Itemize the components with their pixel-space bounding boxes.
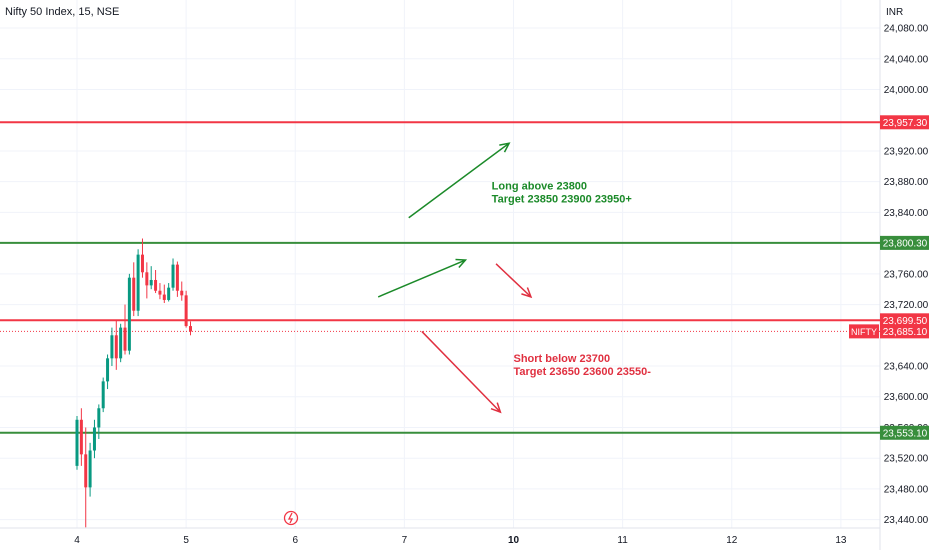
level-price-tag (880, 115, 929, 130)
candle-body (167, 287, 171, 300)
y-tick-label: 23,720.00 (884, 300, 929, 311)
x-tick-label: 4 (74, 535, 80, 546)
candle-body (110, 335, 114, 359)
candle-body (158, 290, 162, 295)
y-tick-label: 23,880.00 (884, 177, 929, 188)
x-tick-label: 6 (292, 535, 298, 546)
y-tick-label: 23,480.00 (884, 484, 929, 495)
annotation-text: Target 23850 23900 23950+ (492, 193, 632, 205)
candle-body (149, 279, 153, 286)
candle-body (184, 295, 188, 327)
y-tick-label: 23,840.00 (884, 208, 929, 219)
y-tick-label: 24,000.00 (884, 85, 929, 96)
level-price-tag (880, 235, 929, 250)
candle-body (132, 277, 136, 311)
level-price-label: 23,957.30 (883, 118, 928, 129)
x-tick-label: 13 (835, 535, 847, 546)
candle-body (145, 272, 149, 286)
symbol-title[interactable]: Nifty 50 Index, 15, NSE (5, 6, 120, 18)
y-tick-label: 23,920.00 (884, 146, 929, 157)
trend-arrow (408, 142, 510, 219)
arrow-head (521, 287, 533, 299)
y-tick-label: 24,080.00 (884, 24, 929, 35)
x-tick-label: 7 (402, 535, 408, 546)
trend-arrow (495, 263, 532, 298)
annotation-text: Short below 23700 (514, 353, 611, 365)
x-tick-label: 10 (508, 535, 520, 546)
trend-arrow (421, 330, 501, 413)
level-price-label: 23,800.30 (883, 238, 928, 249)
candle-body (140, 254, 144, 273)
level-price-tag (880, 425, 929, 440)
level-price-label: 23,699.50 (883, 316, 928, 327)
candle-body (136, 254, 140, 311)
symbol-tag-label: NIFTY (851, 327, 877, 337)
candle-body (188, 326, 192, 332)
arrow-head (455, 258, 468, 269)
lightning-icon (283, 510, 299, 526)
x-tick-label: 12 (726, 535, 738, 546)
candle-body (154, 279, 158, 291)
symbol-tag (849, 324, 879, 339)
candle-body (123, 327, 127, 351)
y-tick-label: 23,600.00 (884, 392, 929, 403)
last-price-tag (880, 324, 929, 339)
y-tick-label: 23,760.00 (884, 269, 929, 280)
candle-body (180, 290, 184, 296)
candle-body (119, 327, 123, 359)
candle-body (127, 277, 131, 351)
lightning-icon-ring (283, 510, 299, 526)
annotation-text: Long above 23800 (492, 180, 587, 192)
y-tick-label: 23,440.00 (884, 515, 929, 526)
candle-body (175, 264, 179, 291)
candle-body (79, 419, 83, 455)
candle-body (88, 450, 92, 488)
y-tick-label: 24,040.00 (884, 54, 929, 65)
candle-body (162, 294, 166, 300)
x-tick-label: 5 (183, 535, 189, 546)
candle-body (106, 358, 110, 382)
candle-body (84, 454, 88, 488)
candle-body (92, 427, 96, 451)
annotation-text: Target 23650 23600 23550- (514, 366, 652, 378)
candle-body (101, 381, 105, 409)
lightning-icon-bolt (287, 512, 294, 524)
arrow-head (499, 142, 511, 153)
candle-body (114, 335, 118, 359)
level-price-label: 23,553.10 (883, 428, 928, 439)
level-price-tag (880, 313, 929, 328)
candle-body (97, 408, 101, 428)
arrow-head (490, 402, 502, 414)
x-tick-label: 11 (617, 535, 628, 546)
last-price-label: 23,685.10 (883, 327, 928, 338)
trend-arrow (377, 259, 466, 298)
y-tick-label: 23,520.00 (884, 454, 929, 465)
candle-body (75, 419, 79, 466)
currency-label[interactable]: INR (886, 7, 904, 18)
candle-body (171, 264, 175, 288)
y-tick-label: 23,640.00 (884, 362, 929, 373)
